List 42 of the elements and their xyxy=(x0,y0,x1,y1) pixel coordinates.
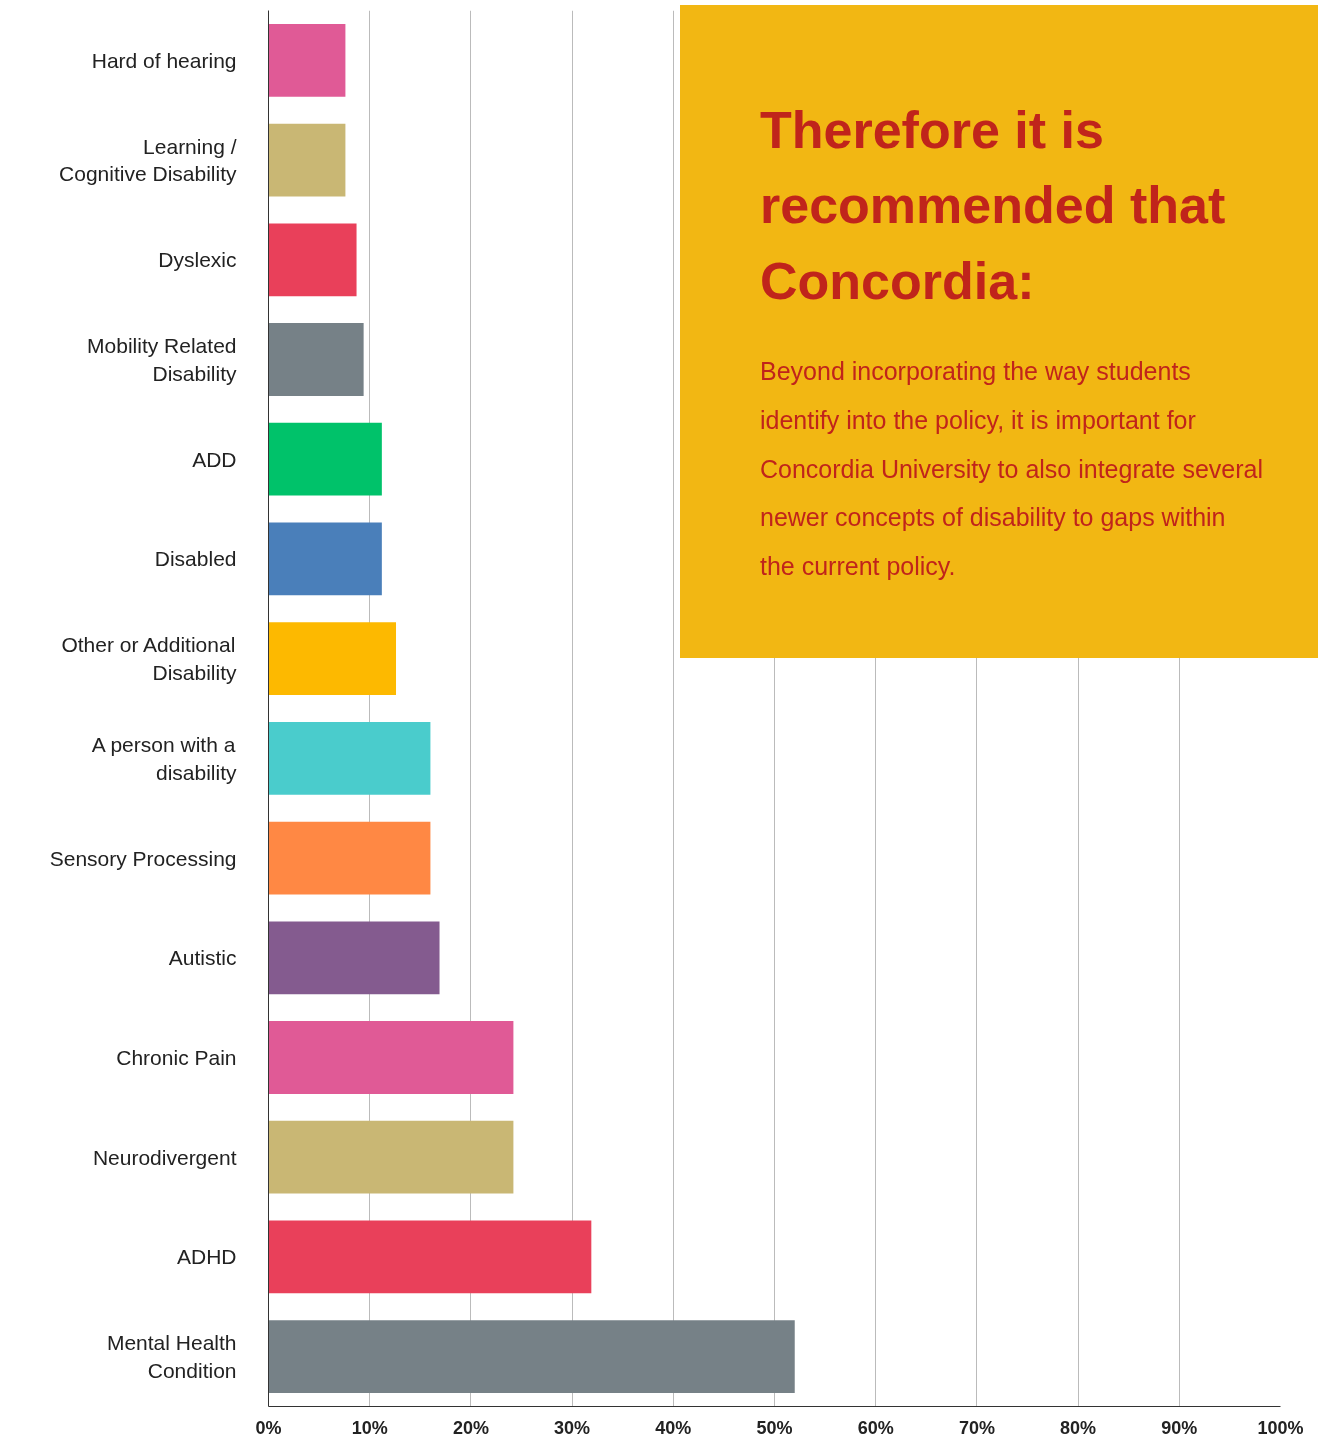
bar xyxy=(268,1220,592,1294)
bar xyxy=(268,123,346,197)
annotation: Therefore it is recommended that Concordia: xyxy=(760,100,1227,312)
bar xyxy=(268,223,357,297)
y-tick-label: ADHD xyxy=(177,1245,237,1269)
x-tick-label: 20% xyxy=(452,1417,489,1438)
card: Therefore it is recommended that Concordia: Beyond incorporating the way students identify into the policy, it is important for Concordia University to also integrate several newer concepts of disability to gaps within the current policy. xyxy=(680,5,1318,658)
bar xyxy=(268,821,431,895)
x-tick-label: 50% xyxy=(756,1417,793,1438)
bar xyxy=(268,323,364,396)
y-tick-label: A person with a disability xyxy=(91,733,237,784)
bar xyxy=(268,921,440,995)
bar xyxy=(268,1120,514,1194)
x-tick-label: 30% xyxy=(554,1417,591,1438)
y-tick-label: Hard of hearing xyxy=(91,48,237,72)
bar xyxy=(268,1021,514,1094)
bar xyxy=(268,622,397,696)
y-tick-label: Autistic xyxy=(168,946,237,970)
x-tick-label: 100% xyxy=(1257,1417,1304,1438)
y-tick-label: Learning / Cognitive Disability xyxy=(59,134,237,186)
x-tick-label: 40% xyxy=(655,1417,692,1438)
y-tick-label: Dyslexic xyxy=(158,248,237,272)
bar xyxy=(268,422,382,496)
bar xyxy=(268,721,431,795)
y-tick-label: Neurodivergent xyxy=(92,1145,237,1169)
x-tick-label: 90% xyxy=(1161,1417,1198,1438)
y-tick-label: Sensory Processing xyxy=(49,846,237,870)
bar xyxy=(268,1320,795,1394)
x-tick-label: 10% xyxy=(351,1417,388,1438)
y-tick-label: Chronic Pain xyxy=(116,1046,237,1069)
y-tick-label: Mobility Related Disability xyxy=(87,334,237,385)
x-tick-label: 70% xyxy=(958,1417,995,1438)
y-tick-label: Mental Health Condition xyxy=(106,1331,237,1382)
x-tick-label: 60% xyxy=(857,1417,894,1438)
y-tick-label: ADD xyxy=(192,447,237,471)
bar xyxy=(268,522,382,596)
y-tick-label: Other or Additional Disability xyxy=(61,633,237,684)
x-tick-label: 80% xyxy=(1060,1417,1097,1438)
y-tick-label: Disabled xyxy=(154,547,237,571)
annotation: Beyond incorporating the way students identify into the policy, it is important for Concordia University to also integrate several newer concepts of disability to gaps within the current policy. xyxy=(760,356,1264,583)
bar xyxy=(268,23,346,97)
x-tick-label: 0% xyxy=(255,1417,282,1438)
